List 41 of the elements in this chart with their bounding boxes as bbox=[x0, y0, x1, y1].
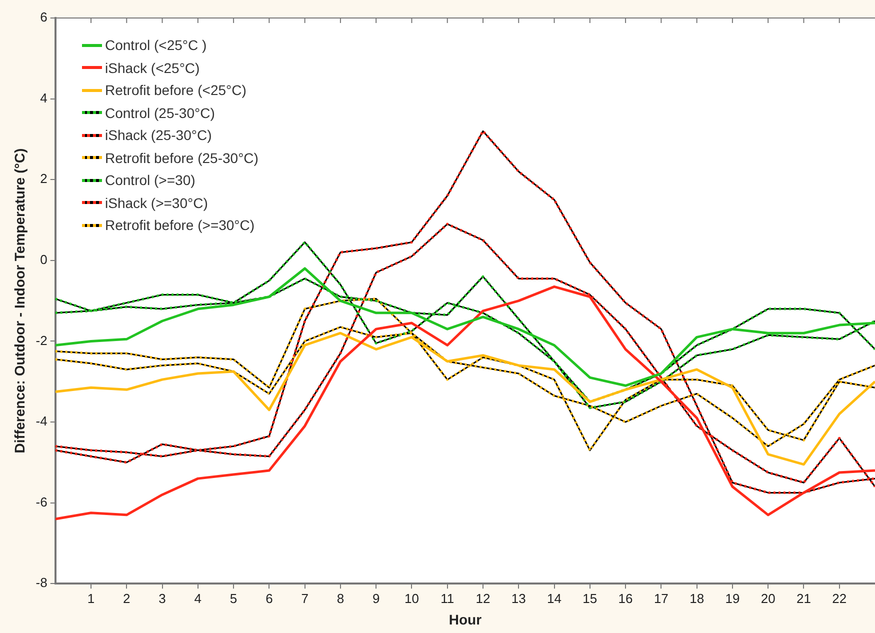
legend-label: Retrofit before (>=30°C) bbox=[105, 216, 255, 235]
x-tick-label: 20 bbox=[760, 590, 776, 606]
x-tick-label: 9 bbox=[372, 590, 380, 606]
y-tick-label: 2 bbox=[40, 171, 48, 186]
legend-label: Retrofit before (<25°C) bbox=[105, 81, 246, 100]
x-tick-label: 12 bbox=[476, 590, 490, 606]
legend-label: Control (>=30) bbox=[105, 171, 196, 190]
x-tick-label: 2 bbox=[123, 590, 130, 606]
x-tick-label: 10 bbox=[404, 590, 419, 606]
legend-label: Control (<25°C ) bbox=[105, 36, 207, 55]
y-tick-label: -4 bbox=[36, 414, 48, 429]
x-tick-label: 17 bbox=[654, 590, 668, 606]
x-tick-label: 21 bbox=[796, 590, 811, 606]
x-tick-label: 5 bbox=[230, 590, 238, 606]
y-tick-label: 0 bbox=[40, 252, 48, 267]
y-tick-label: -8 bbox=[36, 575, 48, 590]
legend-label: iShack (<25°C) bbox=[105, 58, 200, 78]
x-tick-label: 16 bbox=[618, 590, 633, 606]
y-axis-title: Difference: Outdoor - Indoor Temperature (°C) bbox=[11, 148, 28, 454]
legend-label: Control (25-30°C) bbox=[105, 104, 215, 123]
x-tick-label: 19 bbox=[725, 590, 740, 606]
y-tick-label: 4 bbox=[40, 90, 48, 106]
x-tick-label: 8 bbox=[336, 590, 344, 606]
x-tick-label: 1 bbox=[87, 590, 95, 606]
x-tick-label: 11 bbox=[440, 590, 454, 606]
x-tick-label: 3 bbox=[158, 590, 166, 606]
legend-label: Retrofit before (25-30°C) bbox=[105, 148, 258, 168]
x-tick-label: 4 bbox=[194, 590, 202, 606]
x-tick-label: 18 bbox=[690, 590, 704, 606]
x-tick-label: 7 bbox=[301, 590, 308, 606]
x-tick-label: 6 bbox=[266, 590, 273, 606]
x-tick-label: 13 bbox=[511, 590, 526, 606]
legend-label: iShack (25-30°C) bbox=[105, 126, 212, 145]
y-tick-label: 6 bbox=[40, 10, 48, 25]
y-tick-label: -6 bbox=[36, 494, 48, 510]
y-tick-label: -2 bbox=[36, 332, 48, 348]
legend-label: iShack (>=30°C) bbox=[105, 194, 208, 213]
x-axis-title: Hour bbox=[448, 611, 482, 628]
x-tick-label: 22 bbox=[832, 590, 847, 606]
x-tick-label: 15 bbox=[582, 590, 598, 606]
x-tick-label: 14 bbox=[547, 590, 562, 606]
